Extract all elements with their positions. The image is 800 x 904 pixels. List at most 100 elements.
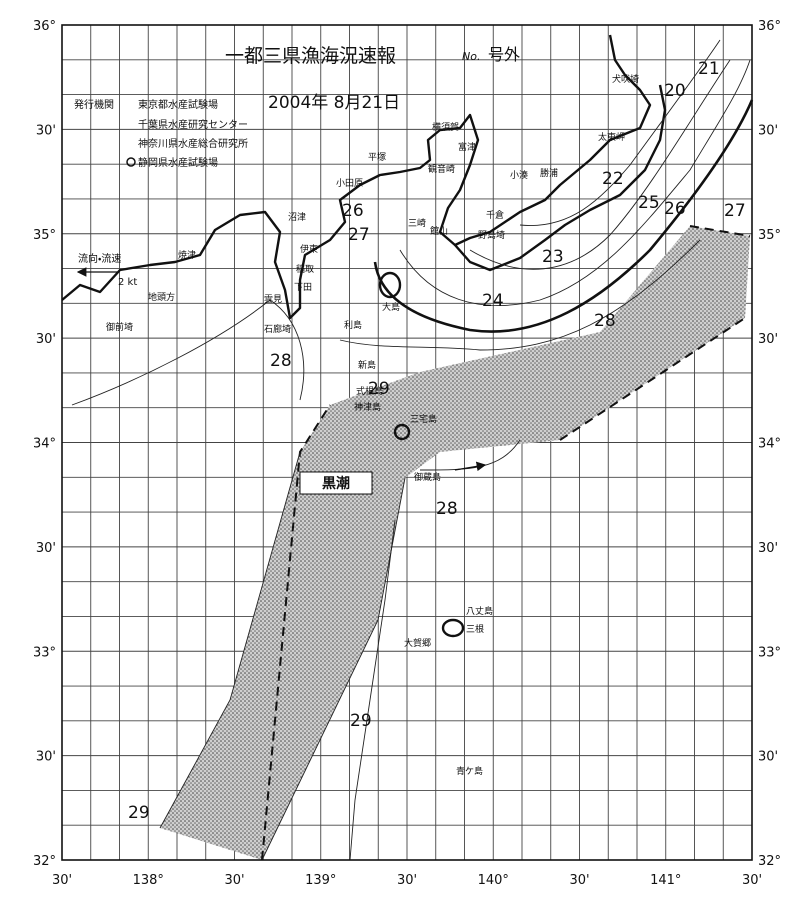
place-name: 勝浦 xyxy=(540,167,558,179)
issuer: 東京都水産試験場 xyxy=(138,98,218,111)
kuroshio-area xyxy=(160,226,750,860)
coastline xyxy=(454,84,667,272)
longitude-label: 30' xyxy=(569,873,589,888)
title: 一都三県漁海況速報 xyxy=(225,45,396,67)
isotherm-label: 26 xyxy=(664,199,686,219)
issuer: 静岡県水産試験場 xyxy=(138,156,218,169)
place-name: 焼津 xyxy=(178,250,196,261)
place-name: 伊東 xyxy=(300,243,318,255)
place-name: 三崎 xyxy=(408,217,426,229)
longitude-label: 30' xyxy=(397,873,417,888)
isotherm-label: 25 xyxy=(638,193,660,213)
isotherm xyxy=(71,299,305,406)
place-name: 御前埼 xyxy=(106,321,133,333)
isotherm-label: 29 xyxy=(350,711,372,731)
place-name: 石廊埼 xyxy=(264,323,291,335)
isotherm-label: 29 xyxy=(128,803,150,823)
place-name: 千倉 xyxy=(486,210,504,221)
issuer: 千葉県水産研究センター xyxy=(138,118,248,131)
place-name: 下田 xyxy=(294,282,312,293)
latitude-label: 30' xyxy=(758,541,778,556)
issuer-mark xyxy=(126,157,136,167)
latitude-label: 32° xyxy=(758,854,781,869)
isotherm-label: 24 xyxy=(482,291,504,311)
issuer: 神奈川県水産総合研究所 xyxy=(138,137,248,150)
place-name: 利島 xyxy=(344,319,362,331)
latitude-label: 35° xyxy=(758,228,781,243)
place-name: 横須賀 xyxy=(432,121,459,133)
isotherm-label: 20 xyxy=(664,81,686,101)
latitude-label: 30' xyxy=(758,750,778,765)
longitude-label: 139° xyxy=(305,873,336,888)
isotherm-label: 27 xyxy=(724,201,746,221)
place-name: 神津島 xyxy=(354,401,381,413)
latitude-label: 34° xyxy=(758,437,781,452)
isotherm-label: 28 xyxy=(594,311,616,331)
place-name: 平塚 xyxy=(368,152,386,163)
isotherm-label: 22 xyxy=(602,169,624,189)
hachijojima xyxy=(441,618,465,638)
place-name: 雲見 xyxy=(264,294,282,305)
place-name: 館山 xyxy=(430,225,448,237)
isotherm xyxy=(339,239,701,351)
coastline xyxy=(61,34,652,320)
place-name: 野島埼 xyxy=(478,229,505,241)
latitude-label: 30' xyxy=(758,332,778,347)
kuroshio-edge xyxy=(159,451,406,861)
isotherm xyxy=(349,519,396,861)
longitude-label: 30' xyxy=(224,873,244,888)
place-name: 観音崎 xyxy=(428,163,455,175)
place-name: 三根 xyxy=(466,623,484,635)
legend-label: 流向・流速 xyxy=(78,252,121,265)
longitude-label: 30' xyxy=(742,873,762,888)
current-label: 黒潮 xyxy=(322,475,350,492)
current-arrow xyxy=(454,461,487,472)
latitude-label: 30' xyxy=(36,123,56,138)
place-name: 稲取 xyxy=(296,263,314,275)
latitude-label: 36° xyxy=(758,19,781,34)
frame xyxy=(61,24,753,861)
place-name: 大島 xyxy=(382,301,400,313)
place-name: 大賀郷 xyxy=(404,637,431,649)
current-label-box xyxy=(299,471,373,495)
place-name: 富津 xyxy=(458,141,476,153)
legend-speed: 2 kt xyxy=(118,277,137,288)
latitude-label: 32° xyxy=(33,854,56,869)
date: 2004年 8月21日 xyxy=(268,93,400,113)
place-name: 三宅島 xyxy=(410,413,437,425)
place-name: 沼津 xyxy=(288,212,306,223)
longitude-label: 30' xyxy=(52,873,72,888)
latitude-label: 30' xyxy=(758,123,778,138)
place-name: 御蔵島 xyxy=(414,471,441,483)
miyakejima xyxy=(393,423,411,441)
isotherm xyxy=(519,39,721,226)
isotherm-label: 28 xyxy=(436,499,458,519)
oshima xyxy=(378,271,402,299)
latitude-label: 35° xyxy=(33,228,56,243)
place-name: 小湊 xyxy=(510,169,528,181)
isotherm-label: 27 xyxy=(348,225,370,245)
place-name: 小田原 xyxy=(336,178,363,189)
isotherm xyxy=(469,59,731,270)
longitude-label: 140° xyxy=(478,873,509,888)
latitude-label: 36° xyxy=(33,19,56,34)
isotherm xyxy=(399,59,751,306)
isotherm xyxy=(373,99,754,333)
isotherm-label: 21 xyxy=(698,59,720,79)
latitude-label: 30' xyxy=(36,332,56,347)
latitude-label: 34° xyxy=(33,437,56,452)
isotherm-label: 26 xyxy=(342,201,364,221)
place-name: 新島 xyxy=(358,359,376,371)
extra: 号外 xyxy=(488,45,520,64)
place-name: 犬吠埼 xyxy=(612,73,639,85)
place-name: 八丈島 xyxy=(466,605,493,617)
isotherm-label: 28 xyxy=(270,351,292,371)
place-name: 青ケ島 xyxy=(456,765,483,777)
longitude-label: 141° xyxy=(650,873,681,888)
place-name: 式根島 xyxy=(356,385,383,397)
longitude-label: 138° xyxy=(133,873,164,888)
latitude-label: 30' xyxy=(36,750,56,765)
isotherm-label: 29 xyxy=(368,379,390,399)
